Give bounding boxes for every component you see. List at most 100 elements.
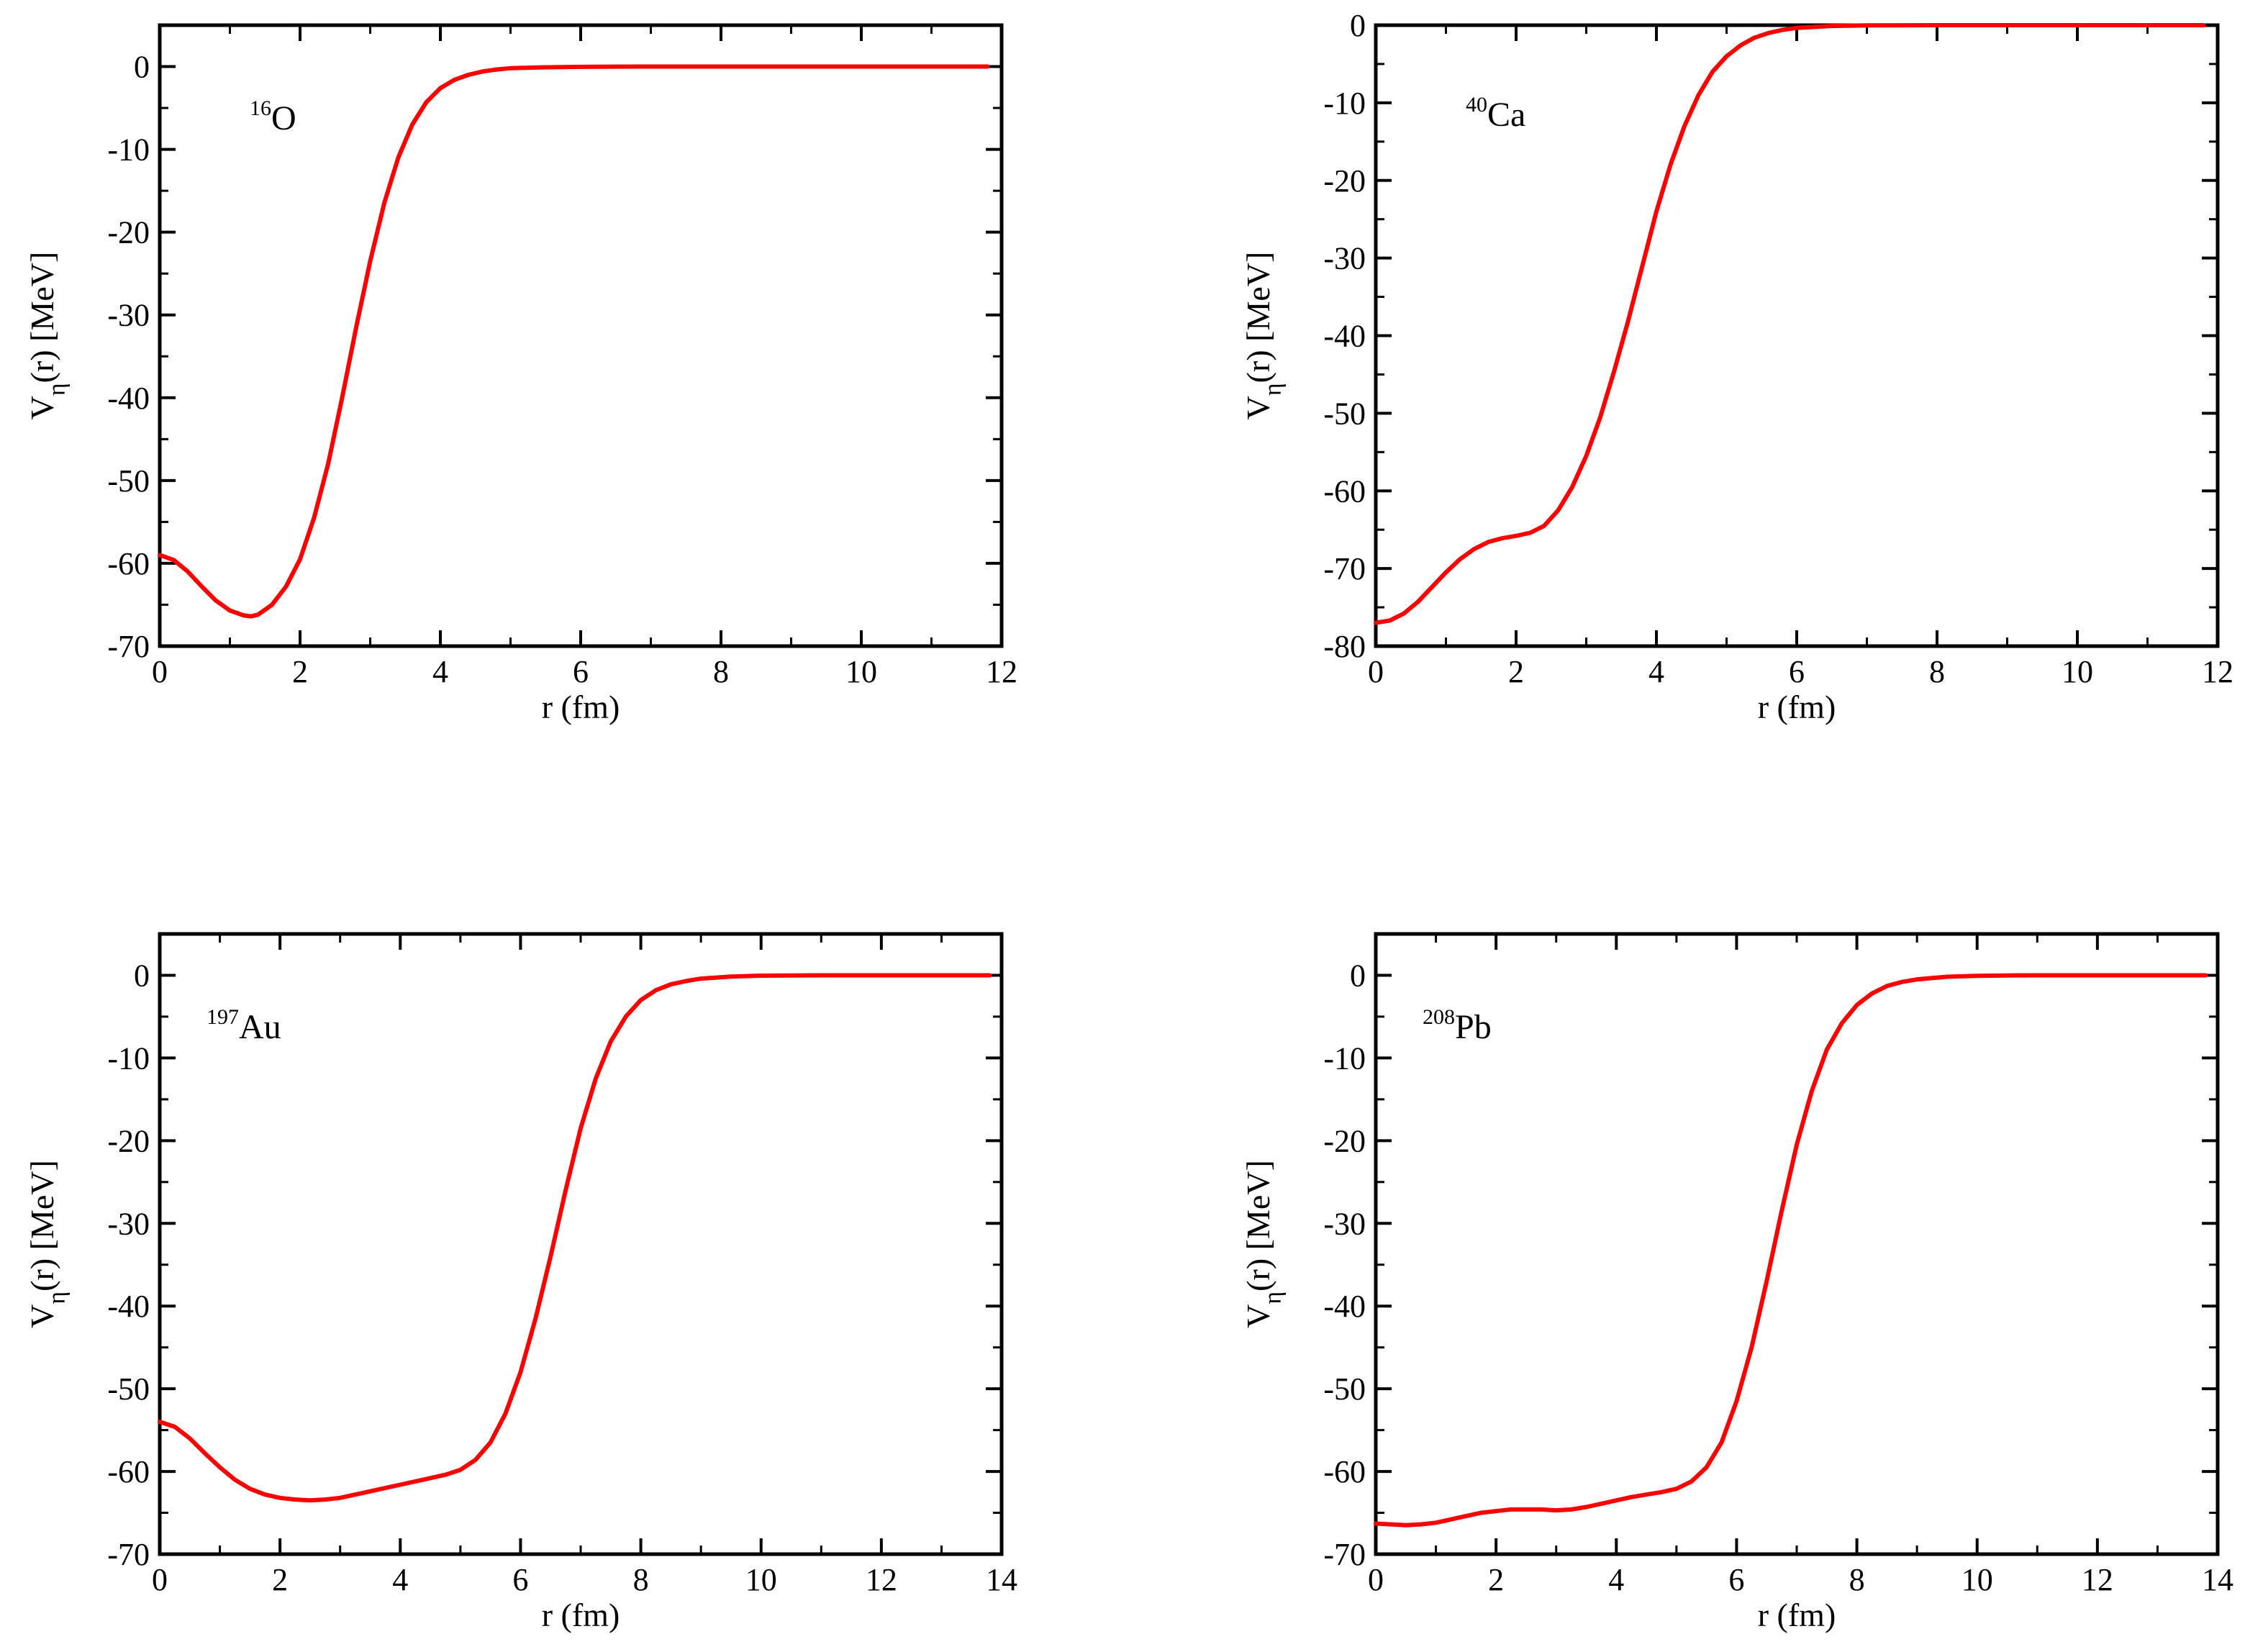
y-tick-label: -50 bbox=[1323, 396, 1366, 431]
y-tick-label: -70 bbox=[107, 629, 150, 664]
y-axis-title: Vη(r) [MeV] bbox=[24, 252, 71, 420]
x-tick-label: 12 bbox=[866, 1562, 897, 1597]
x-tick-label: 8 bbox=[1929, 654, 1945, 689]
y-tick-label: -20 bbox=[107, 215, 150, 250]
y-tick-label: -20 bbox=[1323, 1123, 1366, 1158]
nucleus-element: Au bbox=[239, 1008, 281, 1046]
x-tick-label: 10 bbox=[845, 654, 877, 689]
x-tick-label: 2 bbox=[292, 654, 308, 689]
nucleus-element: O bbox=[271, 99, 296, 137]
y-tick-label: -30 bbox=[107, 298, 150, 333]
y-axis-title-rest: (r) [MeV] bbox=[24, 1160, 60, 1292]
y-tick-label: 0 bbox=[134, 958, 150, 993]
y-axis-title-main: V bbox=[24, 396, 60, 419]
x-tick-label: 14 bbox=[986, 1562, 1017, 1597]
y-tick-label: -50 bbox=[107, 1371, 150, 1407]
x-tick-label: 10 bbox=[1961, 1562, 1993, 1597]
y-tick-label: -20 bbox=[1323, 163, 1366, 199]
y-tick-label: -30 bbox=[107, 1206, 150, 1241]
y-axis-title-main: V bbox=[1240, 1304, 1276, 1328]
nucleus-mass-number: 16 bbox=[250, 96, 271, 120]
potential-curve-o bbox=[158, 64, 990, 619]
x-tick-label: 12 bbox=[986, 654, 1017, 689]
nucleus-mass-number: 40 bbox=[1466, 93, 1487, 117]
chart-panel-ca: 0 2 4 6 8 10 12 0 -10 -20 -30 -40 -50 -60 -70 -80 r (fm)… bbox=[1240, 8, 2233, 725]
x-tick-label: 6 bbox=[573, 654, 589, 689]
x-tick-label: 8 bbox=[713, 654, 729, 689]
x-tick-label: 14 bbox=[2202, 1562, 2233, 1597]
y-axis-title-sub: η bbox=[1260, 383, 1287, 396]
chart-panel-pb: 0 2 4 6 8 10 12 14 0 -10 -20 -30 -40 -50 -60 -70 r (fm) V… bbox=[1240, 932, 2233, 1633]
y-tick-label: 0 bbox=[1350, 958, 1366, 993]
y-tick-label: 0 bbox=[134, 50, 150, 85]
nucleus-label: 16O bbox=[250, 96, 296, 137]
y-axis-title-main: V bbox=[24, 1304, 60, 1328]
nucleus-label: 40Ca bbox=[1466, 93, 1525, 134]
y-tick-label: -30 bbox=[1323, 241, 1366, 276]
x-tick-label: 2 bbox=[272, 1562, 288, 1597]
y-tick-label: -50 bbox=[107, 463, 150, 499]
nucleus-label: 208Pb bbox=[1423, 1005, 1492, 1046]
y-axis-title: Vη(r) [MeV] bbox=[1240, 1160, 1287, 1328]
chart-panel-o: 0 2 4 6 8 10 12 0 -10 -20 -30 -40 -50 -60 -70 r (fm) Vη(… bbox=[24, 23, 1017, 725]
y-tick-label: -70 bbox=[1323, 551, 1366, 586]
y-tick-label: -10 bbox=[1323, 1040, 1366, 1076]
x-tick-label: 0 bbox=[1368, 654, 1384, 689]
y-tick-label: -70 bbox=[107, 1537, 150, 1572]
potential-curve-au bbox=[158, 973, 992, 1503]
nucleus-element: Pb bbox=[1455, 1008, 1492, 1046]
y-axis-title-sub: η bbox=[44, 383, 71, 396]
x-tick-label: 2 bbox=[1508, 654, 1524, 689]
x-tick-label: 4 bbox=[392, 1562, 408, 1597]
chart-panel-au: 0 2 4 6 8 10 12 14 0 -10 -20 -30 -40 -50 -60 -70 r (fm) V… bbox=[24, 932, 1017, 1633]
nucleus-element: Ca bbox=[1487, 96, 1525, 134]
x-tick-label: 10 bbox=[2062, 654, 2093, 689]
y-axis-title-rest: (r) [MeV] bbox=[1240, 252, 1276, 384]
y-tick-label: -20 bbox=[107, 1123, 150, 1158]
x-tick-label: 10 bbox=[745, 1562, 777, 1597]
x-tick-label: 12 bbox=[2082, 1562, 2113, 1597]
y-tick-label: -60 bbox=[107, 1454, 150, 1489]
y-axis-title-sub: η bbox=[44, 1292, 71, 1304]
x-tick-label: 12 bbox=[2202, 654, 2233, 689]
y-tick-label: 0 bbox=[1350, 8, 1366, 43]
y-axis-title: Vη(r) [MeV] bbox=[24, 1160, 71, 1328]
y-tick-label: -10 bbox=[107, 132, 150, 168]
y-axis-title-rest: (r) [MeV] bbox=[1240, 1160, 1276, 1292]
x-tick-label: 0 bbox=[152, 654, 168, 689]
nucleus-mass-number: 197 bbox=[207, 1005, 239, 1029]
y-tick-label: -40 bbox=[1323, 319, 1366, 354]
x-axis-title: r (fm) bbox=[542, 1597, 620, 1633]
x-tick-label: 0 bbox=[152, 1562, 168, 1597]
y-tick-label: -40 bbox=[1323, 1289, 1366, 1324]
potential-curve-pb bbox=[1374, 973, 2208, 1528]
y-axis-title-sub: η bbox=[1260, 1292, 1287, 1304]
y-tick-label: -60 bbox=[107, 546, 150, 581]
x-axis-title: r (fm) bbox=[1758, 1597, 1836, 1633]
y-tick-label: -60 bbox=[1323, 473, 1366, 509]
y-axis-title-rest: (r) [MeV] bbox=[24, 252, 60, 384]
x-tick-label: 2 bbox=[1488, 1562, 1504, 1597]
y-axis-title: Vη(r) [MeV] bbox=[1240, 252, 1287, 420]
potential-curve-ca bbox=[1374, 23, 2206, 625]
y-tick-label: -50 bbox=[1323, 1371, 1366, 1407]
x-tick-label: 6 bbox=[1789, 654, 1805, 689]
x-tick-label: 8 bbox=[633, 1562, 649, 1597]
x-tick-label: 4 bbox=[1608, 1562, 1624, 1597]
x-tick-label: 0 bbox=[1368, 1562, 1384, 1597]
x-tick-label: 4 bbox=[1648, 654, 1664, 689]
nucleus-mass-number: 208 bbox=[1423, 1005, 1455, 1029]
y-tick-label: -30 bbox=[1323, 1206, 1366, 1241]
y-tick-label: -80 bbox=[1323, 629, 1366, 664]
y-tick-label: -40 bbox=[107, 1289, 150, 1324]
x-tick-label: 4 bbox=[432, 654, 448, 689]
y-tick-label: -60 bbox=[1323, 1454, 1366, 1489]
x-tick-label: 8 bbox=[1849, 1562, 1865, 1597]
nucleus-label: 197Au bbox=[207, 1005, 281, 1046]
x-axis-title: r (fm) bbox=[1758, 689, 1836, 725]
y-tick-label: -10 bbox=[1323, 86, 1366, 121]
y-axis-title-main: V bbox=[1240, 396, 1276, 419]
x-tick-label: 6 bbox=[1728, 1562, 1744, 1597]
